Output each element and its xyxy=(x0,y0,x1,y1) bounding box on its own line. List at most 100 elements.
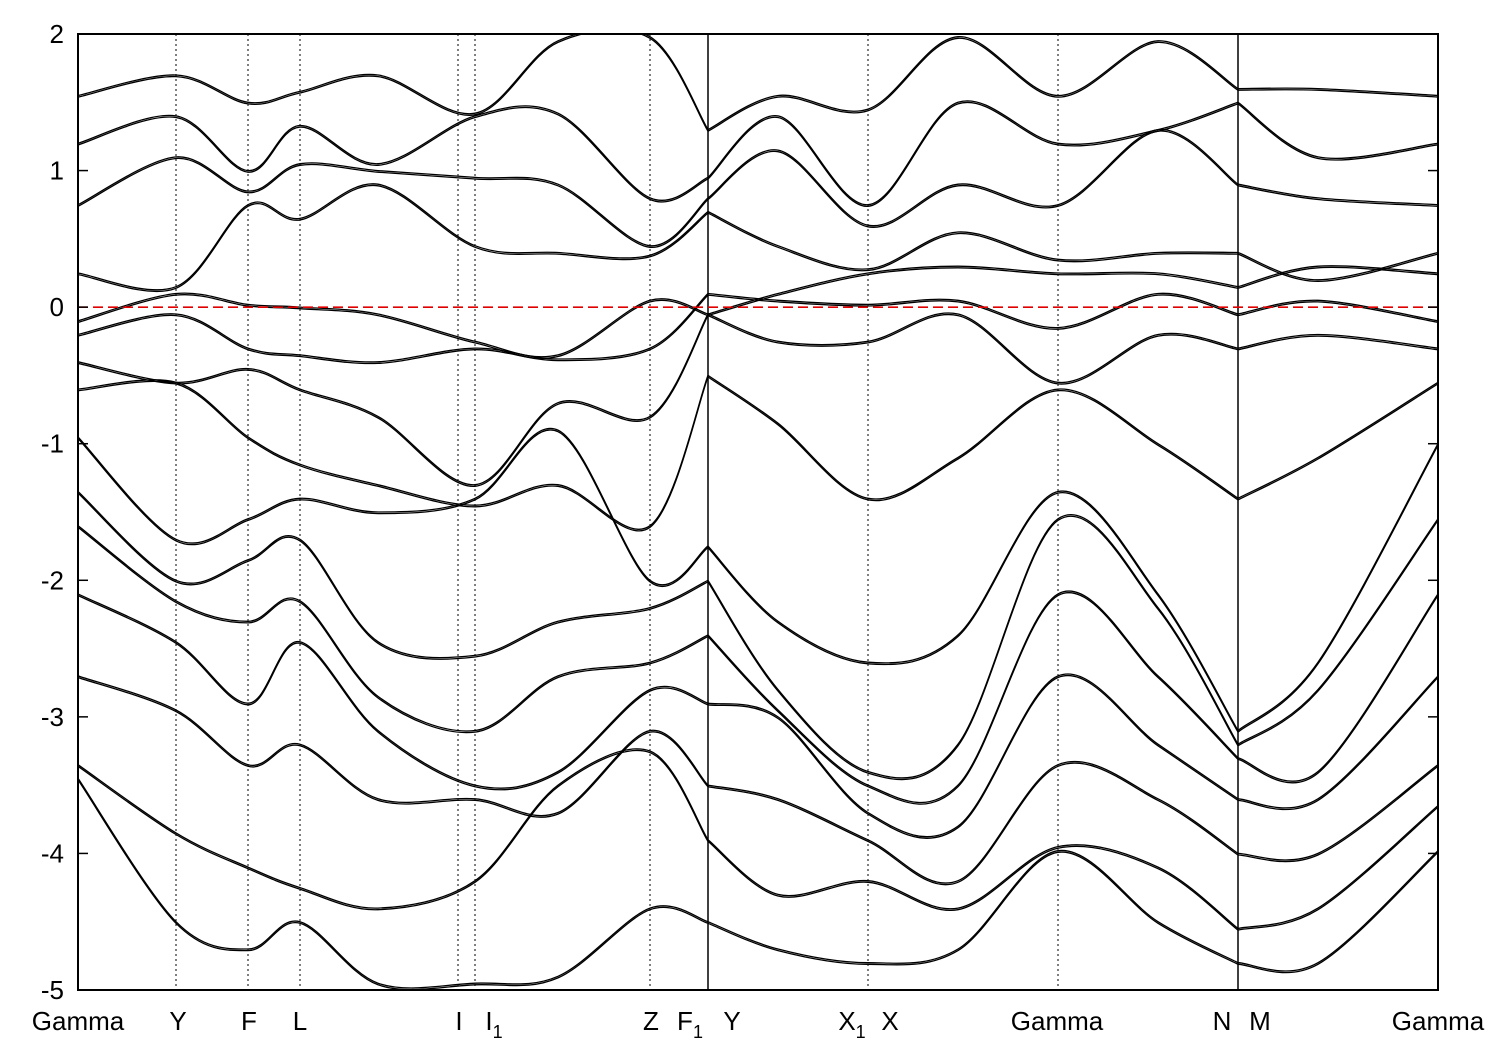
band-line xyxy=(707,762,1239,886)
band-line xyxy=(707,36,1239,131)
x-tick-label: M xyxy=(1249,1006,1271,1036)
high-symmetry-lines xyxy=(175,34,1239,990)
band-line xyxy=(1237,335,1438,351)
x-tick-label: Y xyxy=(723,1006,740,1036)
band-line xyxy=(1237,595,1438,784)
band-line xyxy=(78,292,709,358)
y-tick-label: -4 xyxy=(41,838,64,868)
y-tick-label: -1 xyxy=(41,429,64,459)
band-line xyxy=(78,183,709,291)
band-line xyxy=(707,312,1239,383)
band-line xyxy=(78,593,709,789)
band-line xyxy=(1237,183,1438,206)
x-tick-label: Gamma xyxy=(1011,1006,1104,1036)
band-line xyxy=(78,293,709,363)
band-line xyxy=(707,513,1239,779)
band-line xyxy=(1237,593,1438,782)
band-line xyxy=(78,526,709,734)
band-line xyxy=(707,840,1239,931)
band-line xyxy=(1237,265,1438,288)
band-line xyxy=(707,100,1239,206)
x-tick-label: F xyxy=(241,1006,257,1036)
band-line xyxy=(78,105,709,201)
band-line xyxy=(707,212,1239,272)
x-tick-label: L xyxy=(293,1006,307,1036)
band-line xyxy=(707,294,1239,330)
band-line xyxy=(1237,299,1438,322)
band-line xyxy=(707,376,1239,502)
band-line xyxy=(78,676,709,818)
band-line xyxy=(1237,89,1438,98)
band-line xyxy=(1237,381,1438,499)
band-line xyxy=(707,515,1239,781)
band-line xyxy=(78,294,709,365)
band-line xyxy=(707,37,1239,132)
x-tick-label: X xyxy=(881,1006,898,1036)
band-line xyxy=(78,748,709,909)
band-line xyxy=(707,760,1239,884)
band-line xyxy=(707,673,1239,838)
band-line xyxy=(707,265,1239,315)
band-line xyxy=(707,313,1239,385)
band-line xyxy=(1237,443,1438,731)
band-line xyxy=(707,839,1239,930)
band-line xyxy=(78,376,709,532)
band-line xyxy=(1237,518,1438,745)
band-line xyxy=(78,294,709,360)
band-line xyxy=(1237,444,1438,733)
band-line xyxy=(1237,266,1438,289)
band-line xyxy=(1237,301,1438,324)
x-tick-label: X1 xyxy=(838,1006,865,1042)
band-line xyxy=(707,590,1239,804)
band-line xyxy=(78,375,709,530)
band-line xyxy=(78,315,709,487)
band-line xyxy=(78,427,709,586)
band-line xyxy=(78,34,709,130)
x-tick-label: N xyxy=(1213,1006,1232,1036)
band-line xyxy=(78,594,709,791)
y-tick-label: -5 xyxy=(41,975,64,1005)
x-axis-ticks: Gamma Y F L I I1 Z F1 Y X1 X Gamma N M Gamma xyxy=(32,1006,1485,1042)
x-tick-label: I1 xyxy=(485,1006,502,1042)
x-tick-label: F1 xyxy=(677,1006,703,1042)
band-line xyxy=(707,128,1239,227)
band-line xyxy=(707,850,1239,964)
band-line xyxy=(1237,677,1438,811)
y-axis-ticks: -5 -4 -3 -2 -1 0 1 2 xyxy=(41,19,1438,1005)
band-line xyxy=(78,106,709,203)
band-line xyxy=(1237,764,1438,861)
band-line xyxy=(707,490,1239,731)
band-line xyxy=(1237,103,1438,161)
band-line xyxy=(707,851,1239,966)
x-tick-label: Gamma xyxy=(1392,1006,1485,1036)
band-line xyxy=(78,429,709,587)
band-line xyxy=(78,492,709,660)
band-line xyxy=(1237,675,1438,809)
band-line xyxy=(1237,251,1438,281)
band-line xyxy=(707,210,1239,270)
band-line xyxy=(78,777,709,989)
band-line xyxy=(78,675,709,817)
x-tick-label: I xyxy=(455,1006,462,1036)
y-tick-label: 2 xyxy=(50,19,64,49)
band-line xyxy=(78,156,709,247)
band-line xyxy=(78,525,709,732)
band-line xyxy=(707,130,1239,228)
band-line xyxy=(78,34,709,132)
plot-frame xyxy=(77,33,1439,991)
y-tick-label: -3 xyxy=(41,702,64,732)
band-line xyxy=(78,184,709,293)
band-line xyxy=(78,749,709,911)
band-line xyxy=(1237,806,1438,931)
band-line xyxy=(1237,253,1438,283)
x-tick-label: Z xyxy=(643,1006,659,1036)
y-tick-label: 0 xyxy=(50,292,64,322)
x-tick-label: Y xyxy=(169,1006,186,1036)
y-tick-label: -2 xyxy=(41,565,64,595)
band-line xyxy=(707,292,1239,329)
band-line xyxy=(1237,185,1438,207)
band-line xyxy=(1237,851,1438,974)
band-line xyxy=(1237,520,1438,747)
band-line xyxy=(1237,87,1438,97)
